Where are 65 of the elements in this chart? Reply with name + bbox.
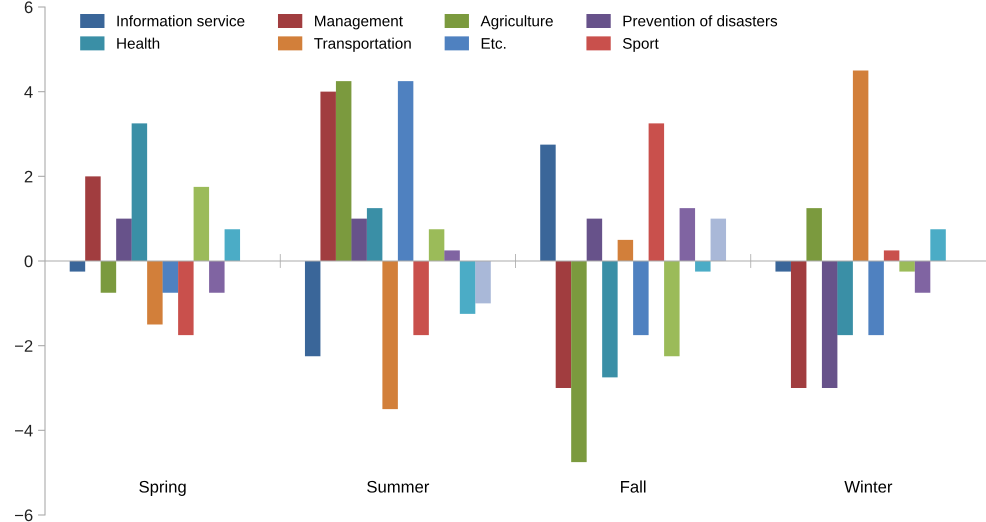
y-tick-label: 4 bbox=[24, 86, 33, 98]
bar bbox=[664, 261, 680, 356]
bar bbox=[822, 261, 838, 388]
legend-label: Health bbox=[117, 38, 160, 49]
bar bbox=[147, 261, 163, 324]
bar bbox=[914, 261, 930, 293]
bar bbox=[366, 208, 382, 261]
legend-label: Agriculture bbox=[480, 15, 553, 30]
bar bbox=[899, 261, 915, 272]
x-tick-label: Summer bbox=[367, 480, 430, 493]
y-tick-label: −2 bbox=[15, 340, 32, 352]
bar bbox=[586, 218, 602, 261]
legend-label: Prevention of disasters bbox=[624, 15, 778, 26]
bar bbox=[224, 229, 240, 261]
legend-label: Transportation bbox=[314, 38, 411, 52]
bar bbox=[194, 186, 210, 261]
y-tick-label: −6 bbox=[15, 509, 32, 522]
bar bbox=[837, 261, 853, 336]
x-tick-label: Fall bbox=[621, 480, 646, 493]
bar bbox=[320, 92, 336, 261]
bar bbox=[618, 240, 634, 261]
bar bbox=[930, 229, 946, 261]
bar bbox=[382, 261, 398, 410]
legend-label: Information service bbox=[117, 15, 244, 26]
legend-label: Management bbox=[315, 16, 403, 30]
bar bbox=[428, 229, 444, 261]
bar bbox=[209, 261, 225, 293]
y-tick-label: −4 bbox=[15, 424, 33, 436]
bar bbox=[556, 261, 572, 388]
bar bbox=[680, 208, 696, 261]
bar bbox=[775, 261, 791, 272]
y-tick-label: 0 bbox=[24, 255, 33, 268]
bar bbox=[602, 261, 618, 378]
bar bbox=[413, 261, 429, 336]
x-tick-label: Spring bbox=[139, 480, 186, 496]
bar bbox=[790, 261, 806, 388]
bar bbox=[540, 144, 556, 261]
legend-label: Sport bbox=[622, 38, 659, 52]
bar bbox=[70, 261, 86, 272]
bar bbox=[304, 261, 320, 356]
y-tick-label: 6 bbox=[24, 1, 32, 14]
bar bbox=[162, 261, 178, 293]
bar bbox=[351, 218, 367, 261]
bar bbox=[648, 123, 664, 261]
x-tick-label: Winter bbox=[844, 480, 892, 493]
bar bbox=[571, 261, 587, 462]
legend-label: Etc. bbox=[482, 38, 506, 49]
bar bbox=[132, 123, 148, 261]
y-tick-label: 2 bbox=[24, 170, 32, 182]
bar bbox=[116, 218, 132, 261]
bar bbox=[806, 208, 822, 261]
bar bbox=[178, 261, 194, 336]
bar bbox=[868, 261, 884, 336]
bar bbox=[695, 261, 711, 272]
bar bbox=[633, 261, 649, 336]
bar bbox=[100, 261, 116, 293]
bar bbox=[336, 81, 352, 261]
bar bbox=[85, 176, 101, 261]
bar bbox=[852, 70, 868, 261]
bar bbox=[444, 250, 460, 261]
bar bbox=[475, 261, 491, 304]
bar bbox=[710, 218, 726, 261]
bar bbox=[398, 81, 414, 261]
bar bbox=[460, 261, 476, 314]
bar bbox=[884, 250, 900, 261]
